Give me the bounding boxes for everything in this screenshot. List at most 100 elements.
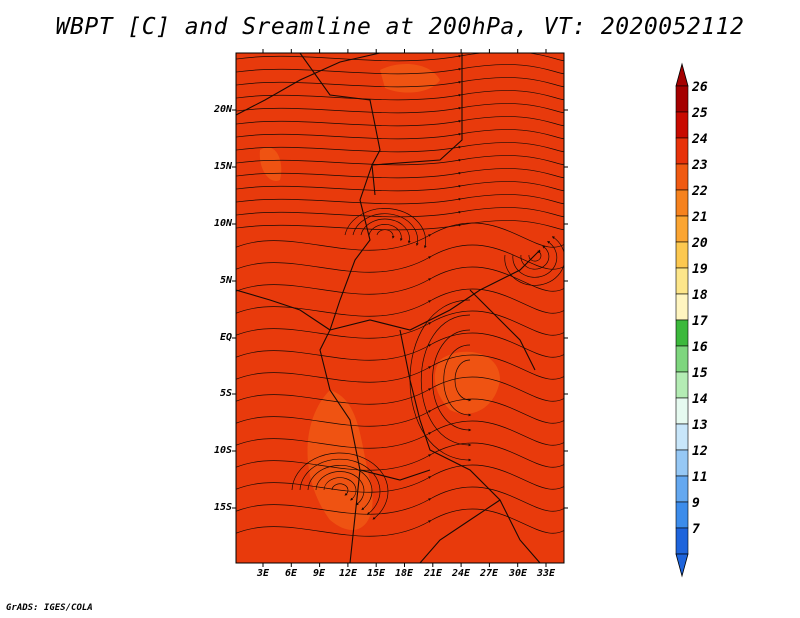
lat-label-10s: 10S — [213, 445, 232, 456]
light-patch — [380, 64, 440, 93]
streamline — [368, 224, 403, 242]
streamline — [331, 483, 349, 496]
colorbar-label-26: 26 — [692, 80, 708, 95]
streamline — [236, 103, 564, 114]
colorbar-label-18: 18 — [692, 288, 708, 303]
border-line — [419, 499, 501, 563]
lat-label-15n: 15N — [213, 161, 232, 172]
streamline — [236, 220, 564, 231]
colorbar-label-9: 9 — [692, 496, 700, 511]
streamline — [236, 181, 564, 192]
lon-label-9e: 9E — [312, 568, 326, 579]
streamline — [299, 458, 381, 515]
streamline — [236, 376, 564, 405]
lon-label-6e: 6E — [284, 568, 298, 579]
colorbar-segment — [675, 449, 689, 477]
border-line — [299, 53, 381, 166]
streamline — [520, 245, 550, 270]
streamline — [236, 194, 564, 205]
streamline — [236, 486, 564, 515]
colorbar-segment — [675, 137, 689, 165]
streamline — [454, 359, 472, 402]
streamline — [376, 229, 395, 239]
colorbar-segment — [675, 267, 689, 295]
colorbar-label-21: 21 — [692, 210, 708, 225]
colorbar — [675, 62, 689, 578]
lon-label-24e: 24E — [451, 568, 471, 579]
lon-label-33e: 33E — [536, 568, 556, 579]
colorbar-label-7: 7 — [692, 522, 700, 537]
colorbar-segment — [675, 371, 689, 399]
border-line — [236, 289, 361, 563]
streamline — [236, 207, 564, 218]
lon-label-15e: 15E — [366, 568, 386, 579]
streamline — [236, 266, 564, 295]
streamline — [236, 90, 564, 101]
lon-label-30e: 30E — [508, 568, 528, 579]
streamline — [236, 354, 564, 383]
streamline — [236, 288, 564, 317]
border-line — [469, 289, 536, 371]
streamline — [236, 64, 564, 75]
streamline — [512, 241, 558, 278]
streamline — [236, 332, 564, 361]
streamline — [236, 116, 564, 127]
colorbar-segment — [675, 189, 689, 217]
border-line — [359, 469, 431, 481]
streamline — [236, 155, 564, 166]
colorbar-segment — [675, 85, 689, 113]
colorbar-label-23: 23 — [692, 158, 708, 173]
colorbar-segment — [675, 475, 689, 503]
streamline — [236, 53, 564, 62]
colorbar-top-arrow — [675, 62, 689, 87]
axis-ticks — [232, 49, 568, 567]
colorbar-segment — [675, 319, 689, 347]
colorbar-segment — [675, 501, 689, 529]
border-line — [329, 249, 541, 331]
colorbar-label-20: 20 — [692, 236, 708, 251]
streamline — [344, 208, 427, 249]
colorbar-segment — [675, 527, 689, 555]
streamline — [236, 508, 564, 537]
colorbar-label-13: 13 — [692, 418, 708, 433]
streamline — [236, 420, 564, 449]
streamline — [236, 77, 564, 88]
colorbar-label-12: 12 — [692, 444, 708, 459]
colorbar-segment — [675, 423, 689, 451]
lat-label-eq: EQ — [219, 332, 232, 343]
colorbar-bottom-arrow — [675, 553, 689, 578]
streamline — [236, 129, 564, 140]
colorbar-label-14: 14 — [692, 392, 708, 407]
colorbar-label-19: 19 — [692, 262, 708, 277]
streamline — [315, 471, 365, 506]
border-line — [329, 164, 373, 331]
streamline — [236, 464, 564, 493]
border-line — [236, 53, 381, 116]
country-borders — [236, 53, 541, 563]
streamline — [421, 314, 472, 447]
colorbar-label-25: 25 — [692, 106, 708, 121]
lat-label-5n: 5N — [219, 275, 232, 286]
lat-label-5s: 5S — [219, 388, 232, 399]
chart-title: WBPT [C] and Sreamline at 200hPa, VT: 20… — [55, 14, 745, 40]
streamline — [236, 442, 564, 471]
colorbar-segment — [675, 163, 689, 191]
streamline — [236, 244, 564, 273]
streamline — [504, 236, 564, 286]
footer-credit: GrADS: IGES/COLA — [6, 603, 93, 613]
map-frame — [235, 52, 565, 564]
lon-label-27e: 27E — [479, 568, 499, 579]
colorbar-label-11: 11 — [692, 470, 708, 485]
streamline — [352, 213, 419, 246]
streamline — [307, 465, 373, 511]
lon-label-3e: 3E — [256, 568, 270, 579]
streamline — [291, 452, 389, 520]
streamline — [432, 329, 472, 432]
colorbar-segment — [675, 111, 689, 139]
lon-label-21e: 21E — [423, 568, 443, 579]
colorbar-segment — [675, 293, 689, 321]
lat-label-20n: 20N — [213, 104, 232, 115]
streamline — [443, 344, 472, 417]
